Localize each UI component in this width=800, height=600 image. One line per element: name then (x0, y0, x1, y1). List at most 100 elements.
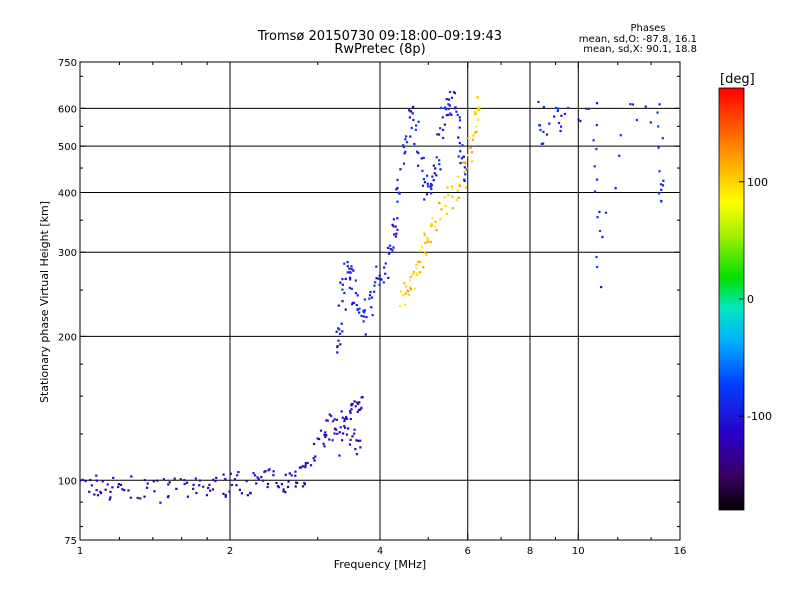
scatter-point (359, 439, 362, 442)
scatter-point (415, 263, 418, 266)
scatter-point (264, 469, 267, 473)
scatter-point (360, 406, 363, 409)
scatter-point (553, 115, 556, 118)
scatter-point (349, 411, 352, 414)
scatter-point (373, 284, 376, 287)
scatter-point (350, 287, 353, 290)
scatter-point (587, 107, 590, 110)
scatter-point (554, 106, 558, 109)
scatter-point (238, 488, 242, 491)
scatter-point (205, 494, 209, 497)
scatter-point (346, 261, 349, 264)
scatter-point (423, 198, 426, 201)
scatter-point (419, 249, 422, 253)
scatter-point (404, 138, 407, 141)
scatter-point (354, 447, 357, 451)
scatter-point (377, 277, 380, 280)
scatter-point (444, 106, 447, 109)
scatter-point (359, 408, 362, 411)
scatter-point (101, 480, 104, 483)
scatter-point (237, 471, 240, 474)
scatter-point (473, 110, 476, 113)
scatter-point (398, 304, 402, 308)
scatter-point (340, 439, 344, 442)
scatter-point (430, 192, 433, 195)
scatter-point (542, 130, 545, 134)
scatter-point (301, 485, 305, 488)
scatter-point (471, 138, 475, 141)
scatter-point (439, 168, 442, 171)
x-tick-label: 1 (77, 546, 83, 557)
scatter-point (598, 229, 602, 233)
scatter-point (596, 265, 599, 269)
scatter-point (439, 127, 442, 130)
scatter-point (619, 134, 622, 137)
scatter-point (230, 483, 234, 487)
scatter-point (423, 181, 427, 184)
y-tick-label: 200 (58, 332, 77, 343)
scatter-point (447, 107, 450, 111)
scatter-point (316, 437, 319, 440)
scatter-point (348, 267, 351, 270)
scatter-point (345, 415, 348, 419)
x-tick-label: 16 (674, 546, 687, 557)
scatter-point (451, 187, 454, 190)
scatter-point (388, 244, 392, 247)
scatter-point (341, 288, 344, 291)
scatter-point (425, 193, 429, 196)
scatter-point (383, 266, 386, 269)
scatter-point (294, 474, 297, 477)
scatter-point (402, 162, 406, 165)
scatter-point (464, 186, 468, 189)
scatter-point (392, 225, 395, 228)
scatter-point (459, 161, 462, 165)
scatter-point (324, 431, 327, 434)
scatter-point (659, 183, 663, 186)
scatter-point (477, 118, 480, 121)
scatter-point (434, 167, 437, 170)
scatter-point (416, 150, 419, 153)
scatter-point (448, 90, 452, 94)
scatter-point (136, 496, 139, 500)
scatter-point (660, 200, 663, 203)
scatter-point (355, 401, 359, 404)
scatter-point (106, 483, 109, 486)
scatter-point (458, 126, 461, 129)
scatter-point (330, 414, 333, 418)
scatter-point (592, 139, 595, 142)
chart-title: Tromsø 20150730 09:18:00–09:19:43 (257, 29, 502, 44)
scatter-point (387, 252, 391, 255)
scatter-point (433, 225, 437, 228)
colorbar-label: [deg] (720, 72, 755, 87)
scatter-point (412, 105, 415, 108)
scatter-point (350, 403, 353, 406)
scatter-point (614, 187, 617, 190)
scatter-point (328, 438, 331, 441)
scatter-point (440, 106, 443, 110)
scatter-point (431, 216, 434, 220)
scatter-point (337, 304, 340, 307)
scatter-point (382, 281, 385, 284)
scatter-point (280, 483, 284, 486)
scatter-point (80, 479, 82, 482)
scatter-point (212, 478, 215, 481)
scatter-point (460, 157, 463, 160)
scatter-point (333, 427, 337, 430)
scatter-point (595, 102, 599, 105)
scatter-point (657, 125, 660, 128)
scatter-point (198, 479, 202, 482)
scatter-point (263, 470, 266, 474)
scatter-point (396, 178, 399, 181)
scatter-point (346, 265, 349, 268)
scatter-point (463, 178, 466, 181)
scatter-point (363, 298, 366, 301)
scatter-point (361, 396, 364, 399)
scatter-point (301, 465, 305, 468)
scatter-point (162, 478, 165, 481)
scatter-point (333, 432, 336, 435)
scatter-point (215, 476, 218, 479)
scatter-point (211, 488, 215, 491)
scatter-point (375, 277, 378, 280)
scatter-point (348, 443, 352, 446)
scatter-point (152, 480, 155, 483)
